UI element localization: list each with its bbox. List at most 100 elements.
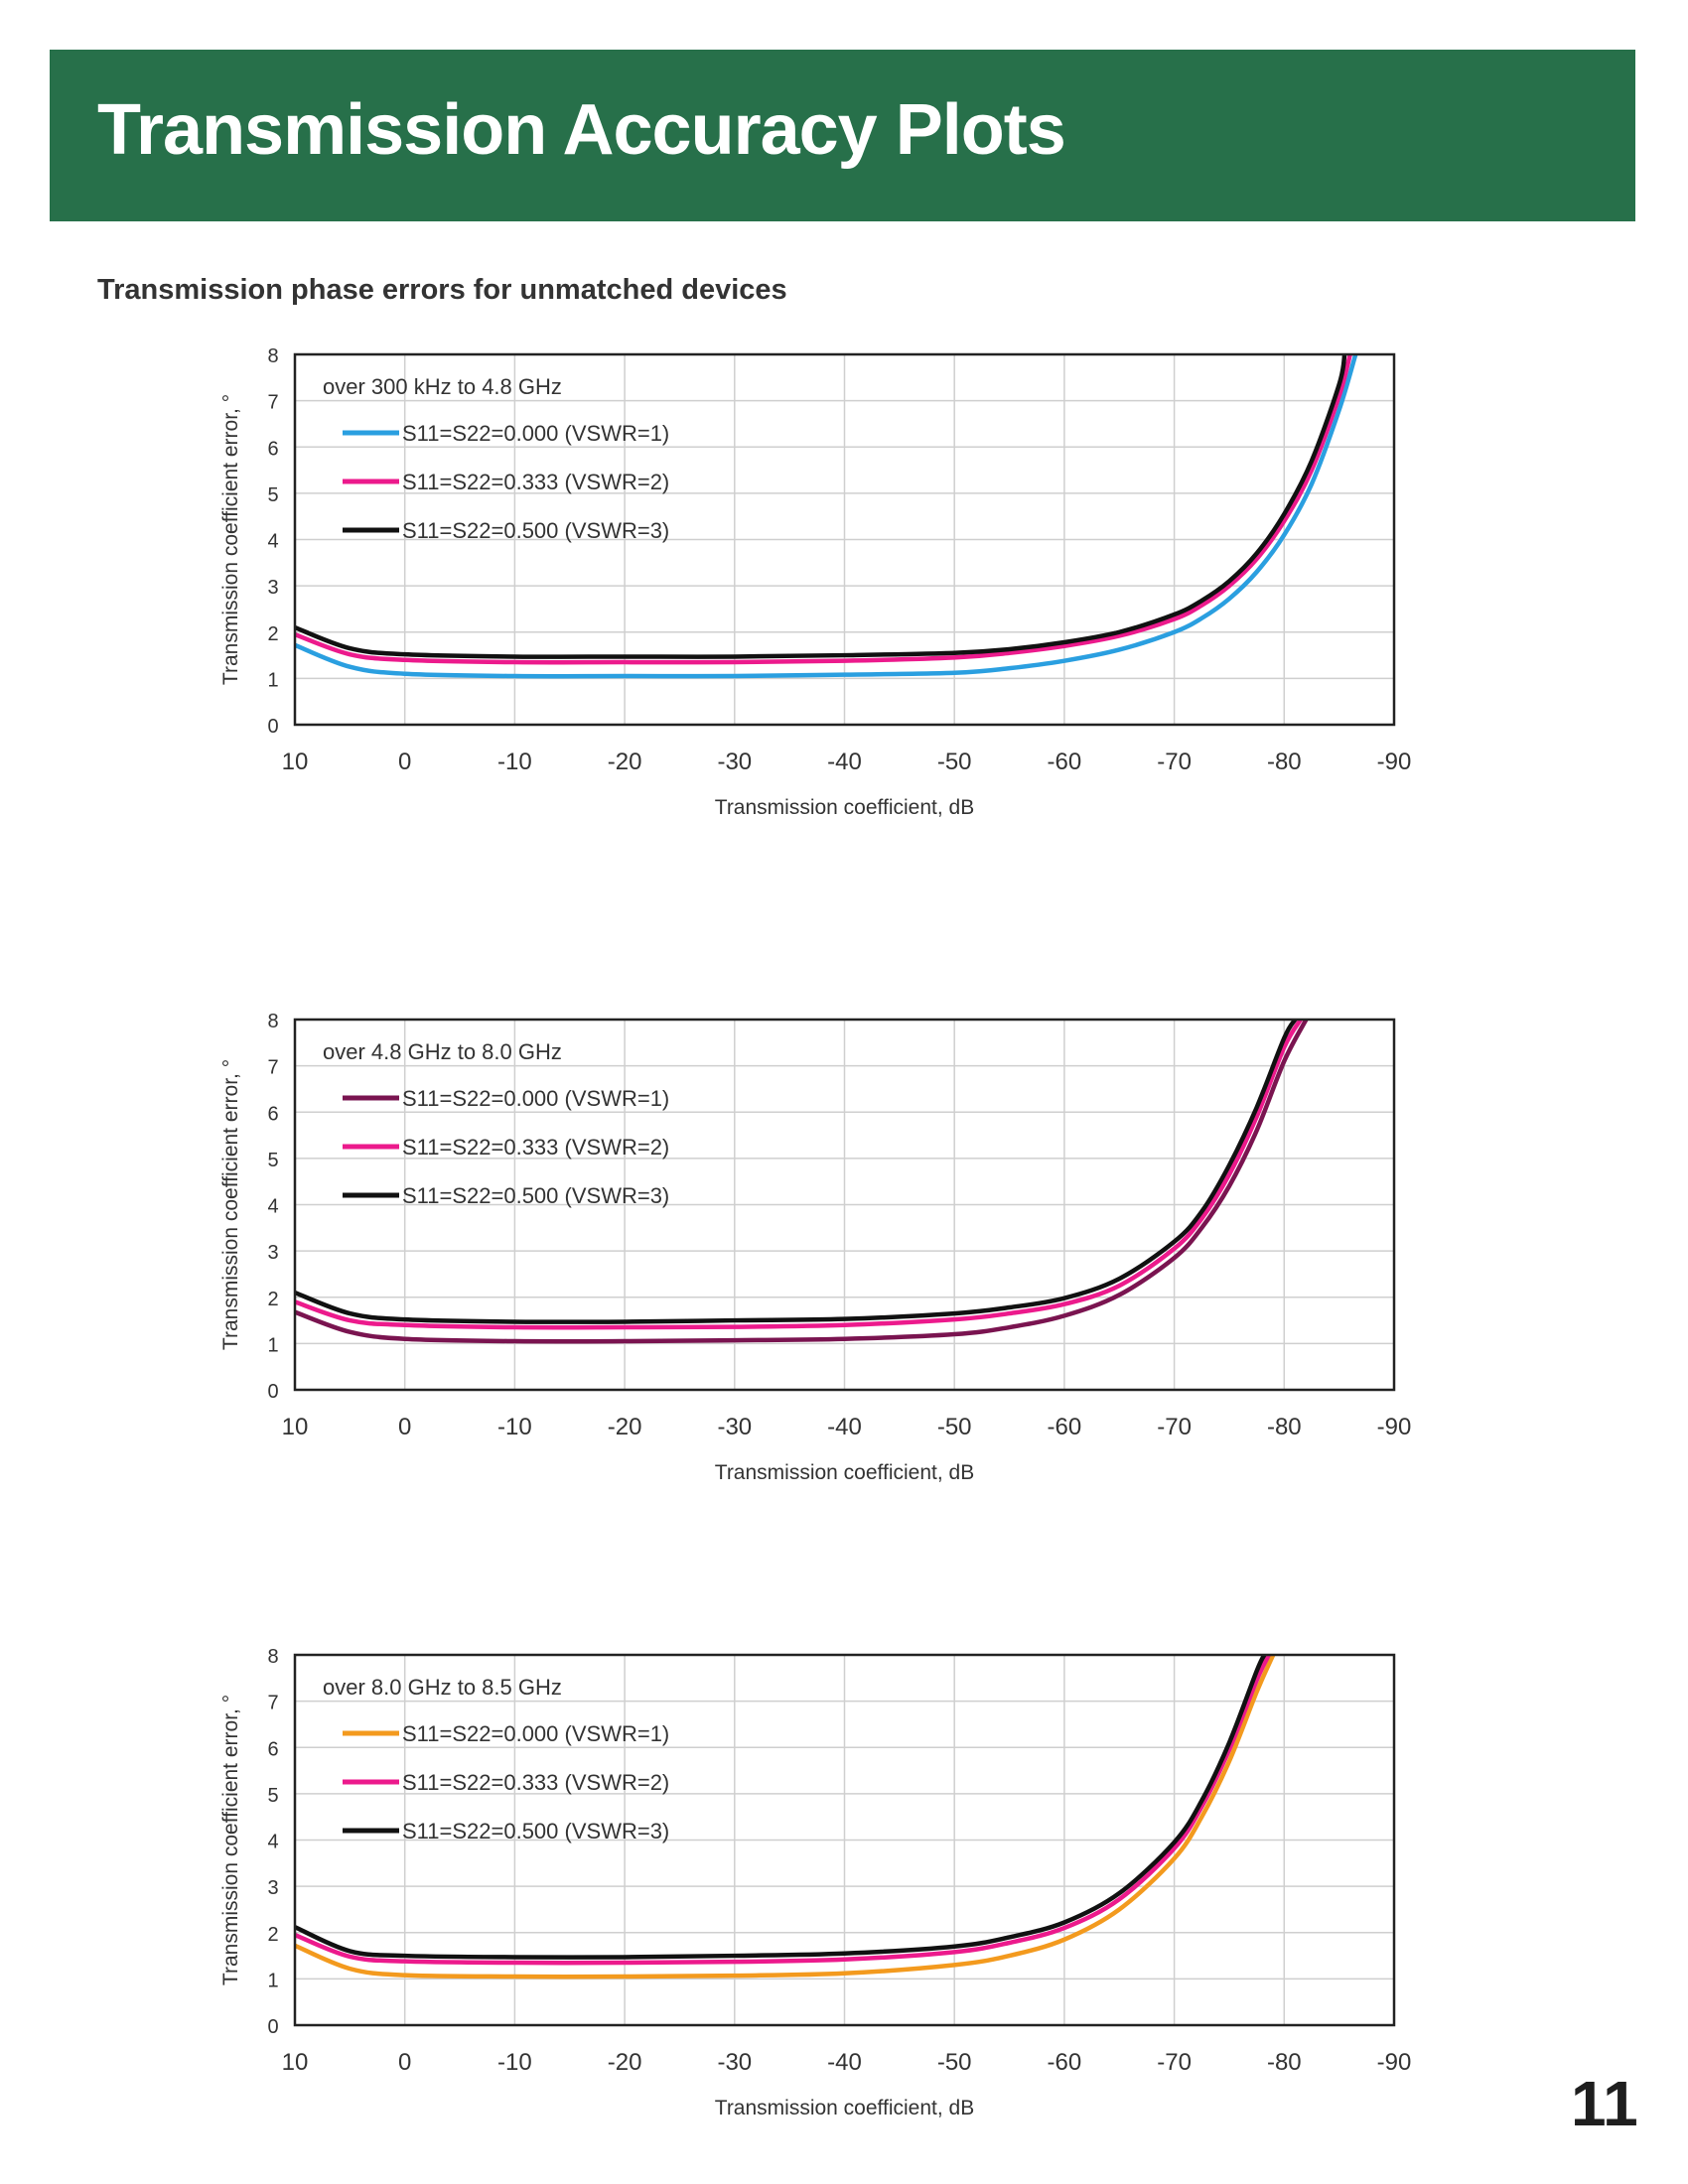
legend: S11=S22=0.000 (VSWR=1) S11=S22=0.333 (VSW… bbox=[343, 421, 669, 543]
x-tick-label: 10 bbox=[282, 1414, 309, 1440]
y-tick-label: 4 bbox=[267, 1196, 278, 1218]
x-axis-label: Transmission coefficient, dB bbox=[715, 796, 974, 819]
y-tick-label: 0 bbox=[267, 2016, 278, 2038]
series-line-3 bbox=[295, 354, 1347, 659]
legend-label-1: S11=S22=0.000 (VSWR=1) bbox=[402, 1086, 669, 1111]
y-tick-label: 4 bbox=[267, 531, 278, 553]
x-tick-label: -40 bbox=[827, 2049, 862, 2076]
series-line-1 bbox=[295, 1655, 1276, 1979]
x-tick-label: -60 bbox=[1048, 1414, 1082, 1440]
y-tick-label: 6 bbox=[267, 438, 278, 460]
y-tick-label: 1 bbox=[267, 1970, 278, 1991]
x-tick-label: -30 bbox=[717, 2049, 752, 2076]
y-tick-label: 8 bbox=[267, 1646, 278, 1668]
x-tick-label: -70 bbox=[1157, 1414, 1192, 1440]
legend-label-3: S11=S22=0.500 (VSWR=3) bbox=[402, 1819, 669, 1843]
plot-border bbox=[293, 1018, 1396, 1392]
x-axis-label: Transmission coefficient, dB bbox=[715, 2097, 974, 2119]
chart-svg: 10 0 -10 -20 -30 -40 -50 -60 -70 -80 -90012345678T… bbox=[219, 1011, 1412, 1484]
x-tick-label: -80 bbox=[1267, 1414, 1302, 1440]
x-tick-label: -40 bbox=[827, 1414, 862, 1440]
y-tick-label: 7 bbox=[267, 392, 278, 414]
grid bbox=[294, 1019, 1395, 1391]
chart-svg: 10 0 -10 -20 -30 -40 -50 -60 -70 -80 -90012345678T… bbox=[219, 345, 1412, 819]
x-tick-label: -20 bbox=[608, 1414, 642, 1440]
chart-svg: 10 0 -10 -20 -30 -40 -50 -60 -70 -80 -90012345678T… bbox=[219, 1646, 1412, 2119]
y-tick-label: 1 bbox=[267, 1334, 278, 1356]
legend-label-2: S11=S22=0.333 (VSWR=2) bbox=[402, 1135, 669, 1160]
y-tick-label: 3 bbox=[267, 1242, 278, 1264]
y-axis-label: Transmission coefficient error, ° bbox=[219, 394, 242, 685]
x-tick-label: 10 bbox=[282, 749, 309, 775]
x-tick-label: -30 bbox=[717, 1414, 752, 1440]
x-tick-label: -20 bbox=[608, 749, 642, 775]
y-tick-label: 6 bbox=[267, 1738, 278, 1760]
chart-300khz-4_8ghz: 10 0 -10 -20 -30 -40 -50 -60 -70 -80 -90 0 1 2 3 4 5 6 7 8 T… bbox=[209, 328, 1450, 824]
y-tick-label: 3 bbox=[267, 1877, 278, 1899]
x-tick-label: -80 bbox=[1267, 2049, 1302, 2076]
y-tick-label: 4 bbox=[267, 1832, 278, 1853]
y-tick-label: 1 bbox=[267, 669, 278, 691]
y-tick-label: 5 bbox=[267, 484, 278, 506]
series-group bbox=[295, 354, 1358, 679]
series-line-3 bbox=[295, 1655, 1267, 1960]
series-line-3 bbox=[295, 1020, 1298, 1324]
x-tick-label: -90 bbox=[1377, 749, 1412, 775]
x-tick-label: -80 bbox=[1267, 749, 1302, 775]
x-tick-label: -50 bbox=[937, 1414, 972, 1440]
x-tick-label: -70 bbox=[1157, 749, 1192, 775]
x-tick-label: -90 bbox=[1377, 2049, 1412, 2076]
y-tick-label: 8 bbox=[267, 345, 278, 367]
series-group bbox=[295, 1655, 1276, 1979]
x-tick-label: -10 bbox=[497, 749, 532, 775]
y-tick-label: 7 bbox=[267, 1693, 278, 1714]
chart-annotation: over 8.0 GHz to 8.5 GHz bbox=[323, 1675, 562, 1700]
x-axis-label: Transmission coefficient, dB bbox=[715, 1461, 974, 1484]
y-tick-label: 7 bbox=[267, 1057, 278, 1079]
chart-annotation: over 300 kHz to 4.8 GHz bbox=[323, 374, 562, 399]
x-tick-label: -10 bbox=[497, 2049, 532, 2076]
y-tick-label: 5 bbox=[267, 1150, 278, 1171]
y-tick-label: 8 bbox=[267, 1011, 278, 1032]
legend-label-1: S11=S22=0.000 (VSWR=1) bbox=[402, 1721, 669, 1746]
series-group bbox=[295, 1020, 1309, 1344]
plot-border bbox=[293, 352, 1396, 727]
x-tick-label: 0 bbox=[398, 1414, 411, 1440]
legend-label-2: S11=S22=0.333 (VSWR=2) bbox=[402, 1770, 669, 1795]
legend-label-1: S11=S22=0.000 (VSWR=1) bbox=[402, 421, 669, 446]
x-tick-label: 10 bbox=[282, 2049, 309, 2076]
plot-border bbox=[293, 1653, 1396, 2027]
y-tick-label: 0 bbox=[267, 716, 278, 738]
series-line-1 bbox=[295, 1020, 1309, 1344]
page-number: 11 bbox=[1571, 2068, 1638, 2139]
legend: S11=S22=0.000 (VSWR=1) S11=S22=0.333 (VSW… bbox=[343, 1721, 669, 1843]
series-line-2 bbox=[295, 1655, 1272, 1966]
chart-4_8ghz-8_0ghz: 10 0 -10 -20 -30 -40 -50 -60 -70 -80 -90 0 1 2 3 4 5 6 7 8 T… bbox=[209, 993, 1450, 1489]
y-tick-label: 2 bbox=[267, 1289, 278, 1310]
chart-8_0ghz-8_5ghz: 10 0 -10 -20 -30 -40 -50 -60 -70 -80 -90 0 1 2 3 4 5 6 7 8 T… bbox=[209, 1628, 1450, 2124]
legend-label-3: S11=S22=0.500 (VSWR=3) bbox=[402, 518, 669, 543]
y-axis-label: Transmission coefficient error, ° bbox=[219, 1059, 242, 1350]
y-tick-label: 3 bbox=[267, 577, 278, 599]
y-tick-label: 5 bbox=[267, 1785, 278, 1807]
y-axis-label: Transmission coefficient error, ° bbox=[219, 1695, 242, 1985]
x-tick-label: -50 bbox=[937, 749, 972, 775]
legend-label-2: S11=S22=0.333 (VSWR=2) bbox=[402, 470, 669, 494]
y-tick-label: 2 bbox=[267, 1924, 278, 1946]
series-line-2 bbox=[295, 354, 1352, 665]
y-tick-label: 0 bbox=[267, 1381, 278, 1403]
series-line-2 bbox=[295, 1020, 1304, 1330]
x-tick-label: 0 bbox=[398, 749, 411, 775]
x-tick-label: -70 bbox=[1157, 2049, 1192, 2076]
x-tick-label: 0 bbox=[398, 2049, 411, 2076]
x-tick-label: -50 bbox=[937, 2049, 972, 2076]
x-tick-label: -60 bbox=[1048, 749, 1082, 775]
x-tick-label: -90 bbox=[1377, 1414, 1412, 1440]
x-tick-label: -10 bbox=[497, 1414, 532, 1440]
chart-annotation: over 4.8 GHz to 8.0 GHz bbox=[323, 1039, 562, 1064]
x-tick-label: -60 bbox=[1048, 2049, 1082, 2076]
legend-label-3: S11=S22=0.500 (VSWR=3) bbox=[402, 1183, 669, 1208]
x-tick-label: -20 bbox=[608, 2049, 642, 2076]
section-subtitle: Transmission phase errors for unmatched … bbox=[97, 274, 787, 306]
x-tick-label: -30 bbox=[717, 749, 752, 775]
